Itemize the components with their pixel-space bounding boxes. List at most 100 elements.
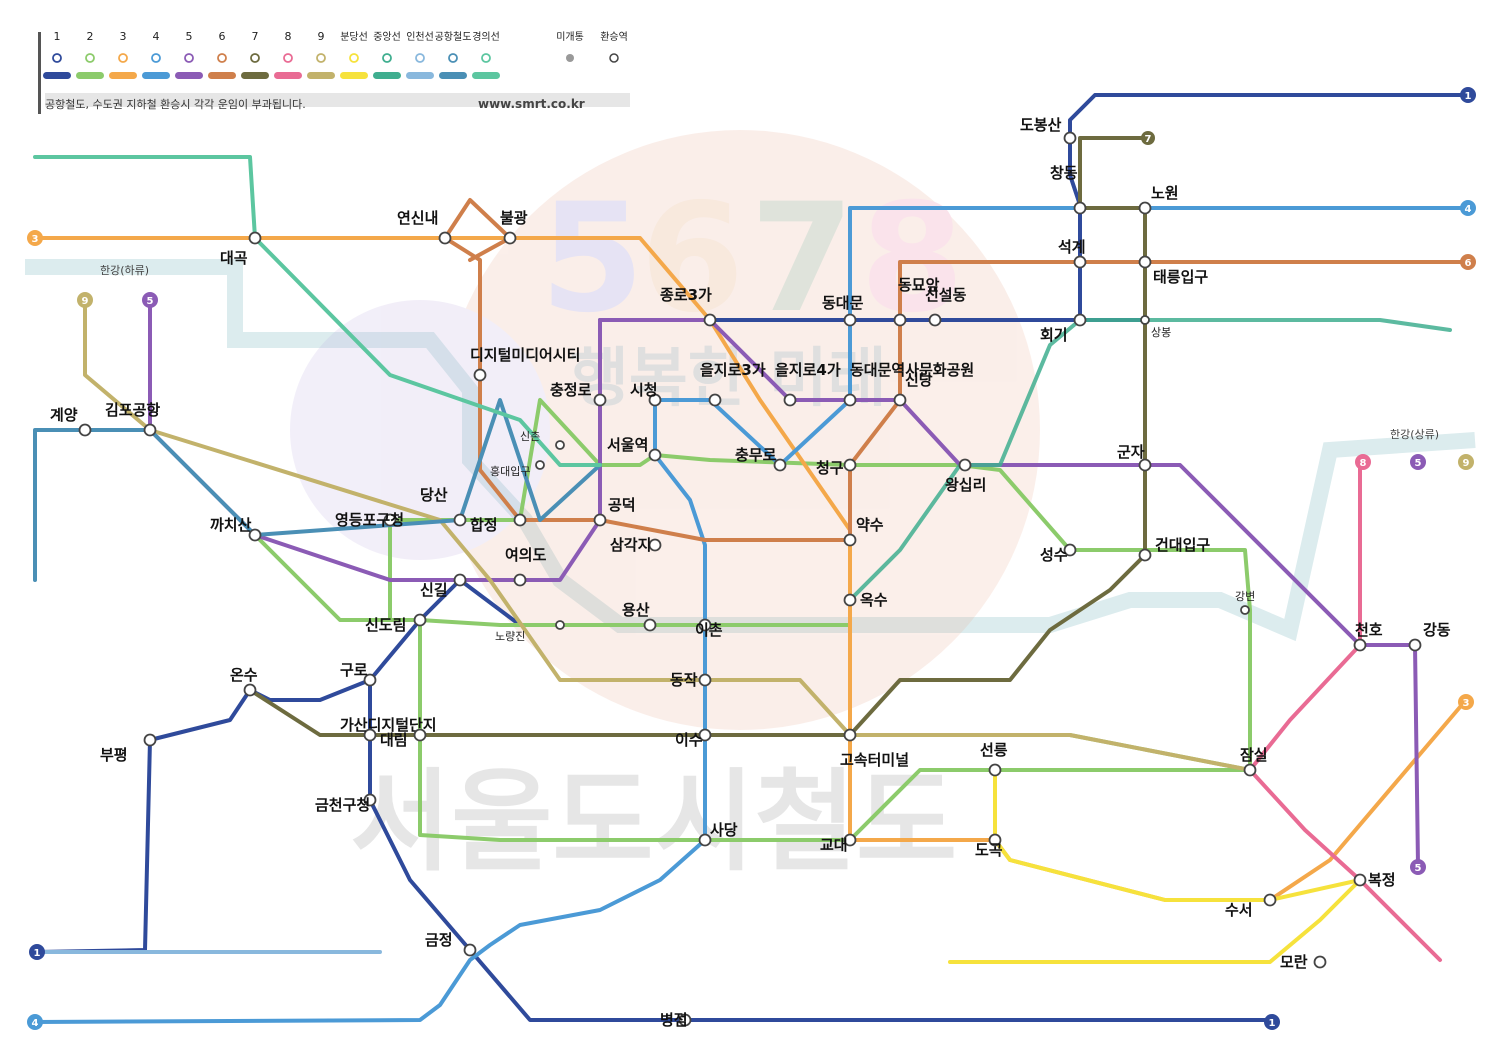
station-label-daerim[interactable]: 대림 bbox=[380, 731, 408, 749]
station-marker-sinseoldong[interactable] bbox=[928, 313, 942, 327]
station-marker-sicheong[interactable] bbox=[648, 393, 662, 407]
station-marker-hongdae[interactable] bbox=[535, 460, 545, 470]
station-marker-jongno3ga[interactable] bbox=[703, 313, 717, 327]
station-marker-hapjeong[interactable] bbox=[513, 513, 527, 527]
station-label-nowon[interactable]: 노원 bbox=[1151, 184, 1179, 202]
station-marker-gasan[interactable] bbox=[363, 728, 377, 742]
station-label-bulgwang[interactable]: 불광 bbox=[500, 209, 528, 227]
station-marker-yeonsinnae[interactable] bbox=[438, 231, 452, 245]
station-label-euljiro3ga[interactable]: 을지로3가 bbox=[700, 361, 766, 379]
station-marker-seolleung[interactable] bbox=[988, 763, 1002, 777]
station-marker-bulgwang[interactable] bbox=[503, 231, 517, 245]
station-marker-geumcheon[interactable] bbox=[363, 793, 377, 807]
station-marker-guro[interactable] bbox=[363, 673, 377, 687]
station-marker-euljiro3ga[interactable] bbox=[708, 393, 722, 407]
station-marker-sangbong[interactable] bbox=[1140, 315, 1150, 325]
station-label-yaksu[interactable]: 약수 bbox=[856, 516, 884, 534]
station-label-gimpo[interactable]: 김포공항 bbox=[105, 401, 160, 419]
station-marker-dangsan[interactable] bbox=[453, 513, 467, 527]
station-label-changdong[interactable]: 창동 bbox=[1050, 164, 1078, 182]
station-label-ichon[interactable]: 이촌 bbox=[695, 621, 723, 639]
station-marker-dobongsan[interactable] bbox=[1063, 131, 1077, 145]
station-label-dongmyo[interactable]: 동묘앞 bbox=[898, 276, 940, 294]
station-label-gangbyeon[interactable]: 강변 bbox=[1235, 590, 1255, 603]
station-marker-moran[interactable] bbox=[1313, 955, 1327, 969]
station-label-cheonggu[interactable]: 청구 bbox=[816, 459, 844, 477]
station-label-yeongdeungpo_gu[interactable]: 영등포구청 bbox=[335, 511, 404, 529]
station-marker-seongsu[interactable] bbox=[1063, 543, 1077, 557]
station-marker-yaksu[interactable] bbox=[843, 533, 857, 547]
station-label-chungjeongno[interactable]: 충정로 bbox=[550, 381, 592, 399]
station-label-dobongsan[interactable]: 도봉산 bbox=[1020, 116, 1062, 134]
station-label-dangsan[interactable]: 당산 bbox=[420, 486, 448, 504]
station-label-dongjak[interactable]: 동작 bbox=[670, 671, 698, 689]
station-marker-yeongdeungpo_gu[interactable] bbox=[383, 513, 397, 527]
station-label-sinseoldong[interactable]: 신설동 bbox=[925, 286, 967, 304]
station-marker-noryangjin[interactable] bbox=[555, 620, 565, 630]
station-label-singil[interactable]: 신길 bbox=[420, 581, 448, 599]
station-marker-onsu[interactable] bbox=[243, 683, 257, 697]
station-marker-jamsil[interactable] bbox=[1243, 763, 1257, 777]
station-label-cheonho[interactable]: 천호 bbox=[1355, 621, 1383, 639]
station-marker-gimpo[interactable] bbox=[143, 423, 157, 437]
station-marker-kkachisan[interactable] bbox=[248, 528, 262, 542]
station-marker-ichon[interactable] bbox=[698, 618, 712, 632]
station-marker-dogok[interactable] bbox=[988, 833, 1002, 847]
station-label-geumjeong[interactable]: 금정 bbox=[425, 931, 453, 949]
station-marker-gongdeok[interactable] bbox=[593, 513, 607, 527]
station-marker-sadang[interactable] bbox=[698, 833, 712, 847]
station-marker-gyodae[interactable] bbox=[843, 833, 857, 847]
station-marker-isu[interactable] bbox=[698, 728, 712, 742]
station-marker-geumjeong[interactable] bbox=[463, 943, 477, 957]
station-label-onsu[interactable]: 온수 bbox=[230, 666, 258, 684]
station-marker-cheonggu[interactable] bbox=[843, 458, 857, 472]
station-label-yeonsinnae[interactable]: 연신내 bbox=[397, 209, 438, 227]
station-label-seongsu[interactable]: 성수 bbox=[1040, 546, 1068, 564]
station-label-yongsan[interactable]: 용산 bbox=[622, 601, 650, 619]
station-label-sadang[interactable]: 사당 bbox=[710, 821, 738, 839]
station-label-seokgye[interactable]: 석계 bbox=[1058, 238, 1086, 256]
station-label-yeouido[interactable]: 여의도 bbox=[505, 546, 547, 564]
station-label-kkachisan[interactable]: 까치산 bbox=[210, 516, 252, 534]
station-label-jamsil[interactable]: 잠실 bbox=[1240, 746, 1268, 764]
station-marker-cheonho[interactable] bbox=[1353, 638, 1367, 652]
station-label-seolleung[interactable]: 선릉 bbox=[980, 741, 1008, 759]
station-label-konkuk[interactable]: 건대입구 bbox=[1155, 536, 1210, 554]
station-marker-gangdong[interactable] bbox=[1408, 638, 1422, 652]
station-label-sangbong[interactable]: 상봉 bbox=[1151, 326, 1171, 339]
station-label-isu[interactable]: 이수 bbox=[675, 731, 703, 749]
station-label-wangsimni[interactable]: 왕십리 bbox=[945, 476, 986, 494]
station-label-gosok[interactable]: 고속터미널 bbox=[840, 751, 909, 769]
station-label-euljiro4ga[interactable]: 을지로4가 bbox=[775, 361, 841, 379]
station-marker-daerim[interactable] bbox=[413, 728, 427, 742]
station-marker-gyeyang[interactable] bbox=[78, 423, 92, 437]
station-label-oksu[interactable]: 옥수 bbox=[860, 591, 888, 609]
station-label-sindang[interactable]: 신당 bbox=[905, 371, 933, 389]
station-label-guro[interactable]: 구로 bbox=[340, 661, 368, 679]
station-marker-dmc[interactable] bbox=[473, 368, 487, 382]
station-marker-dongmyo[interactable] bbox=[893, 313, 907, 327]
station-marker-euljiro4ga[interactable] bbox=[783, 393, 797, 407]
station-label-gangdong[interactable]: 강동 bbox=[1423, 621, 1451, 639]
station-marker-yeouido[interactable] bbox=[513, 573, 527, 587]
station-label-dogok[interactable]: 도곡 bbox=[975, 841, 1003, 859]
station-label-gyodae[interactable]: 교대 bbox=[820, 836, 848, 854]
station-marker-samgakji[interactable] bbox=[648, 538, 662, 552]
station-marker-singil[interactable] bbox=[453, 573, 467, 587]
station-label-hongdae[interactable]: 홍대입구 bbox=[490, 464, 530, 478]
station-label-samgakji[interactable]: 삼각지 bbox=[610, 536, 651, 554]
station-marker-taereung[interactable] bbox=[1138, 255, 1152, 269]
station-marker-dongdaemun_hist[interactable] bbox=[843, 393, 857, 407]
station-marker-chungjeongno[interactable] bbox=[593, 393, 607, 407]
station-marker-hoegi[interactable] bbox=[1073, 313, 1087, 327]
station-label-seoulyeok[interactable]: 서울역 bbox=[607, 436, 648, 454]
station-marker-bonjeong[interactable] bbox=[678, 1013, 692, 1027]
station-marker-dongdaemun[interactable] bbox=[843, 313, 857, 327]
station-marker-suseo[interactable] bbox=[1263, 893, 1277, 907]
station-label-dongdaemun[interactable]: 동대문 bbox=[822, 294, 864, 312]
station-marker-sindorim[interactable] bbox=[413, 613, 427, 627]
station-label-chungmuro[interactable]: 충무로 bbox=[735, 446, 777, 464]
station-marker-sindang[interactable] bbox=[893, 393, 907, 407]
station-marker-daegok[interactable] bbox=[248, 231, 262, 245]
station-marker-oksu[interactable] bbox=[843, 593, 857, 607]
